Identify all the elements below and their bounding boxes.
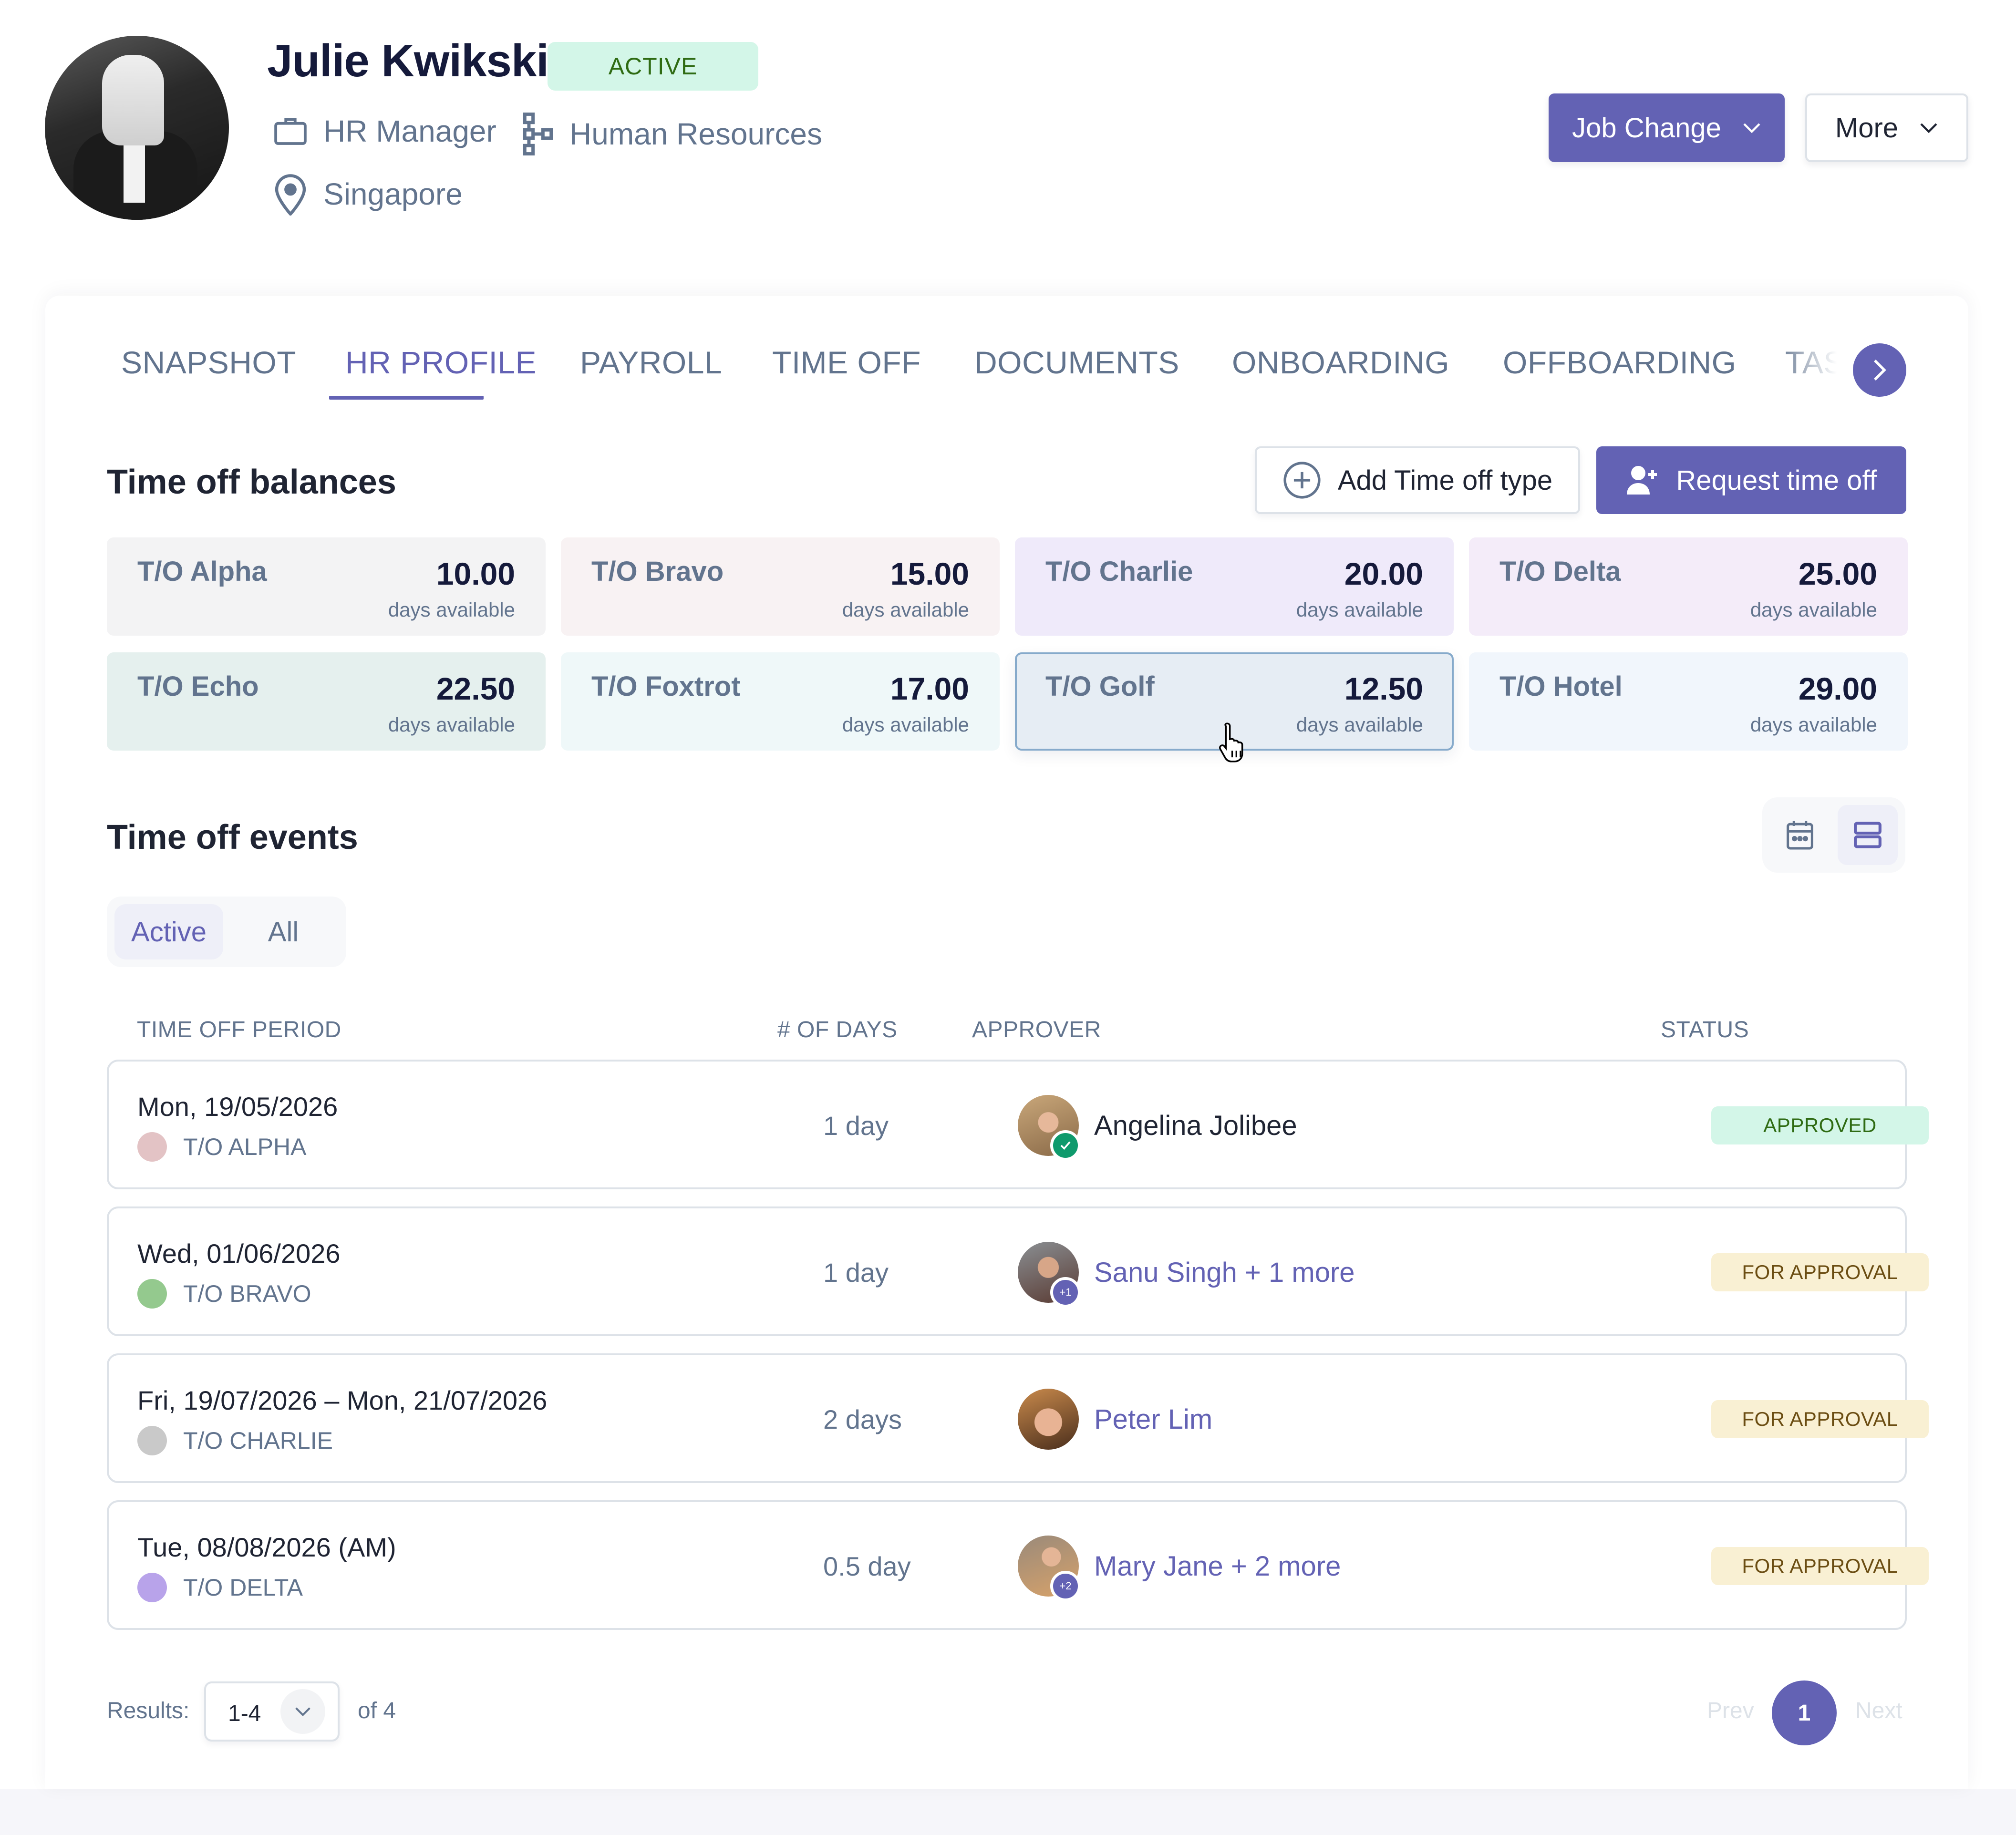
plus-circle-icon (1283, 462, 1321, 499)
type-color-dot (137, 1426, 167, 1455)
tab-payroll[interactable]: PAYROLL (580, 345, 723, 380)
chevron-down-icon (1743, 123, 1760, 134)
tab-onboarding[interactable]: ONBOARDING (1232, 345, 1450, 380)
more-approvers-badge: +2 (1050, 1571, 1081, 1601)
job-change-button[interactable]: Job Change (1549, 93, 1785, 162)
table-row[interactable]: Mon, 19/05/2026 T/O ALPHA 1 day Angelina… (107, 1060, 1929, 1189)
org-chart-icon (523, 113, 553, 155)
approver-name: Angelina Jolibee (1094, 1110, 1297, 1141)
approver-link[interactable]: Mary Jane + 2 more (1094, 1550, 1341, 1582)
type-color-dot (137, 1573, 167, 1602)
approver-avatar: +1 (1018, 1242, 1081, 1308)
table-row[interactable]: Tue, 08/08/2026 (AM) T/O DELTA 0.5 day +… (107, 1500, 1929, 1630)
balance-card-alpha[interactable]: T/O Alpha 10.00 days available (107, 537, 546, 636)
balance-card-echo[interactable]: T/O Echo 22.50 days available (107, 652, 546, 751)
tabs-scroll-right-button[interactable] (1853, 343, 1906, 397)
list-view-icon (1854, 822, 1882, 848)
status-badge: FOR APPROVAL (1711, 1400, 1929, 1438)
type-color-dot (137, 1132, 167, 1162)
filter-all[interactable]: All (268, 916, 299, 948)
column-header-days: # OF DAYS (777, 1017, 898, 1042)
approved-check-icon (1050, 1130, 1081, 1161)
approver-link[interactable]: Peter Lim (1094, 1403, 1213, 1435)
results-total: of 4 (358, 1698, 396, 1723)
balance-card-bravo[interactable]: T/O Bravo 15.00 days available (561, 537, 1000, 636)
calendar-view-button[interactable] (1770, 805, 1830, 865)
department: Human Resources (521, 113, 822, 155)
column-header-period: TIME OFF PERIOD (137, 1017, 341, 1042)
status-badge: APPROVED (1711, 1106, 1929, 1144)
mouse-pointer-icon (1217, 721, 1251, 766)
page-1-button[interactable]: 1 (1772, 1680, 1837, 1745)
add-user-icon (1627, 466, 1657, 495)
balance-card-hotel[interactable]: T/O Hotel 29.00 days available (1469, 652, 1908, 751)
column-header-approver: APPROVER (972, 1017, 1101, 1042)
tab-documents[interactable]: DOCUMENTS (974, 345, 1179, 380)
approver-link[interactable]: Sanu Singh + 1 more (1094, 1257, 1355, 1288)
map-pin-icon (275, 174, 306, 216)
more-button[interactable]: More (1805, 93, 1968, 162)
table-row[interactable]: Wed, 01/06/2026 T/O BRAVO 1 day +1 Sanu … (107, 1206, 1929, 1336)
prev-page-button[interactable]: Prev (1707, 1698, 1754, 1723)
approver-avatar (1018, 1095, 1081, 1161)
profile-tabs: SNAPSHOT HR PROFILE PAYROLL TIME OFF DOC… (45, 296, 1968, 410)
results-range-select[interactable]: 1-4 (204, 1681, 340, 1742)
tab-hr-profile[interactable]: HR PROFILE (345, 345, 537, 380)
balance-card-delta[interactable]: T/O Delta 25.00 days available (1469, 537, 1908, 636)
request-time-off-button[interactable]: Request time off (1596, 446, 1906, 514)
page-footer-band (0, 1789, 2016, 1835)
tabs-overflow-fade (1777, 339, 1862, 391)
profile-avatar (45, 36, 229, 220)
status-badge: FOR APPROVAL (1711, 1547, 1929, 1585)
location: Singapore (272, 173, 463, 216)
status-badge: ACTIVE (548, 42, 758, 91)
job-title: HR Manager (272, 113, 496, 150)
tab-snapshot[interactable]: SNAPSHOT (121, 345, 297, 380)
type-color-dot (137, 1279, 167, 1309)
add-time-off-type-button[interactable]: Add Time off type (1255, 446, 1580, 514)
balances-title: Time off balances (107, 463, 396, 501)
next-page-button[interactable]: Next (1855, 1698, 1902, 1723)
chevron-down-icon (1920, 123, 1937, 134)
events-filter: Active All (107, 897, 346, 967)
profile-content-card: SNAPSHOT HR PROFILE PAYROLL TIME OFF DOC… (45, 296, 1968, 1789)
status-badge: FOR APPROVAL (1711, 1253, 1929, 1291)
calendar-icon (1787, 821, 1813, 850)
tab-time-off[interactable]: TIME OFF (772, 345, 921, 380)
active-tab-indicator (329, 396, 484, 400)
more-approvers-badge: +1 (1050, 1277, 1081, 1308)
profile-name: Julie Kwikski (267, 35, 549, 86)
tab-offboarding[interactable]: OFFBOARDING (1503, 345, 1737, 380)
approver-avatar (1018, 1389, 1079, 1450)
column-header-status: STATUS (1661, 1017, 1749, 1042)
balance-card-charlie[interactable]: T/O Charlie 20.00 days available (1015, 537, 1454, 636)
chevron-right-icon (1874, 360, 1886, 381)
table-row[interactable]: Fri, 19/07/2026 – Mon, 21/07/2026 T/O CH… (107, 1353, 1929, 1483)
balance-card-golf[interactable]: T/O Golf 12.50 days available (1015, 652, 1454, 751)
chevron-down-icon (295, 1707, 310, 1717)
view-toggle (1762, 797, 1905, 873)
list-view-button[interactable] (1838, 805, 1898, 865)
approver-avatar: +2 (1018, 1536, 1081, 1601)
balance-card-foxtrot[interactable]: T/O Foxtrot 17.00 days available (561, 652, 1000, 751)
results-label: Results: (107, 1698, 190, 1723)
filter-active[interactable]: Active (114, 904, 223, 959)
events-title: Time off events (107, 818, 358, 856)
briefcase-icon (274, 118, 307, 145)
